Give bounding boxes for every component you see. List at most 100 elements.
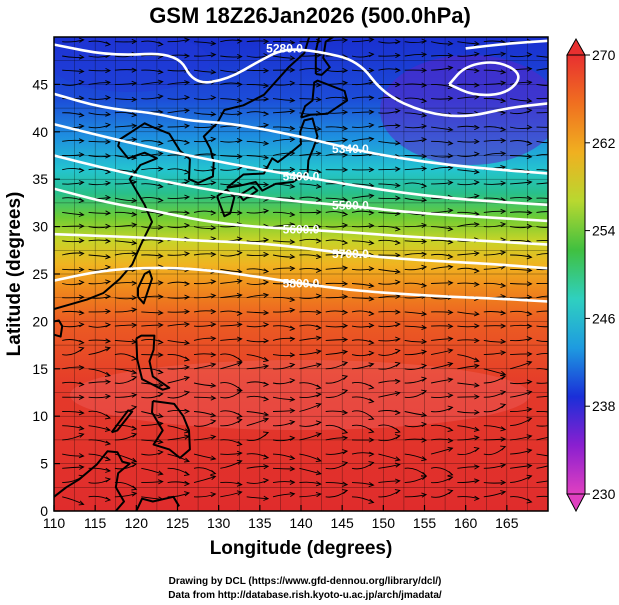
streamline: [536, 382, 548, 384]
colorbar-ticks: 230 238 246 254 262 270: [585, 47, 616, 502]
streamline: [510, 324, 532, 327]
streamline: [536, 182, 548, 185]
streamline-arrowhead: [78, 294, 85, 300]
streamline-arrowhead: [157, 224, 164, 230]
streamline-arrowhead: [500, 110, 507, 116]
streamline-arrowhead: [447, 239, 454, 245]
streamline: [88, 254, 111, 258]
streamline: [88, 239, 111, 242]
streamline-arrowhead: [368, 482, 375, 488]
streamline-arrowhead: [526, 463, 533, 469]
streamline: [88, 140, 111, 143]
streamline-arrowhead: [526, 154, 533, 160]
streamline: [430, 167, 453, 171]
streamline-arrowhead: [474, 250, 480, 257]
streamline-arrowhead: [263, 140, 270, 146]
streamline-arrowhead: [289, 108, 296, 114]
streamline-arrowhead: [500, 323, 507, 329]
streamline: [141, 95, 163, 100]
streamline-arrowhead: [184, 321, 191, 328]
streamline: [220, 280, 242, 284]
streamline-arrowhead: [78, 453, 85, 459]
streamline-arrowhead: [289, 166, 296, 173]
streamline-arrowhead: [447, 323, 454, 329]
streamline-arrowhead: [315, 183, 322, 189]
streamline: [62, 181, 84, 185]
streamline-arrowhead: [315, 293, 322, 299]
streamline: [220, 452, 242, 455]
contour-label: 5500.0: [332, 199, 369, 213]
streamline-arrowhead: [157, 479, 164, 485]
streamline-arrowhead: [421, 492, 428, 498]
streamline: [272, 55, 295, 59]
streamline-arrowhead: [368, 193, 375, 199]
streamline-arrowhead: [342, 265, 349, 271]
streamline-arrowhead: [421, 38, 428, 44]
chart-title: GSM 18Z26Jan2026 (500.0hPa): [149, 3, 471, 28]
streamline-arrowhead: [342, 435, 349, 441]
coastline-sakhalin: [314, 37, 335, 76]
streamline-arrowhead: [421, 197, 428, 203]
streamline-arrowhead: [78, 279, 85, 286]
streamline: [246, 411, 269, 416]
streamline-arrowhead: [342, 481, 349, 487]
streamline: [167, 323, 190, 327]
colorbar-min-arrow: [566, 493, 586, 513]
streamline: [272, 354, 295, 357]
streamline-arrowhead: [315, 491, 322, 498]
streamline: [272, 410, 295, 412]
streamline-arrowhead: [184, 294, 191, 300]
streamline: [220, 323, 242, 327]
streamline-arrowhead: [105, 456, 112, 462]
streamline-arrowhead: [184, 194, 191, 200]
streamline-arrowhead: [104, 426, 112, 432]
y-tick-label: 45: [32, 76, 48, 92]
streamline-arrowhead: [316, 67, 322, 73]
streamline: [167, 81, 190, 85]
streamline-arrowhead: [78, 167, 85, 173]
streamline-arrowhead: [210, 194, 217, 200]
coastline-borneo: [54, 450, 131, 511]
streamline-arrowhead: [342, 240, 349, 246]
streamline-arrowhead: [526, 195, 533, 202]
streamline-arrowhead: [184, 94, 191, 101]
streamline-arrowhead: [105, 264, 112, 270]
x-axis-label: Longitude (degrees): [210, 538, 393, 559]
streamline: [457, 252, 479, 256]
streamline-arrowhead: [526, 351, 533, 357]
streamline-arrowhead: [526, 210, 533, 216]
streamline: [272, 98, 295, 102]
streamline-arrowhead: [421, 456, 428, 462]
colorbar-max-arrow: [566, 37, 586, 56]
streamline-arrowhead: [526, 406, 533, 413]
streamline: [167, 376, 190, 384]
streamline-arrowhead: [210, 475, 217, 481]
streamline-arrowhead: [473, 222, 480, 228]
streamline-arrowhead: [263, 477, 270, 484]
streamline-arrowhead: [553, 139, 558, 143]
streamline-arrowhead: [526, 448, 533, 454]
streamline-arrowhead: [447, 165, 454, 171]
streamline: [272, 168, 295, 171]
streamline-arrowhead: [316, 238, 322, 244]
streamline-arrowhead: [157, 391, 164, 397]
streamline-arrowhead: [78, 54, 85, 60]
streamline-arrowhead: [500, 208, 507, 214]
streamline-arrowhead: [421, 349, 428, 355]
x-tick-label: 125: [166, 515, 190, 531]
streamline: [536, 97, 548, 100]
streamline-arrowhead: [368, 95, 375, 101]
streamline-arrowhead: [78, 197, 85, 203]
streamline-arrowhead: [553, 223, 558, 227]
streamline: [431, 311, 453, 313]
streamline-arrowhead: [157, 183, 164, 189]
streamline-arrowhead: [394, 434, 401, 440]
streamline-arrowhead: [500, 390, 507, 396]
streamline-arrowhead: [263, 154, 270, 160]
streamline-arrowhead: [368, 398, 375, 404]
streamline: [193, 353, 216, 356]
streamline-arrowhead: [289, 419, 296, 426]
streamline: [457, 282, 479, 285]
streamline-arrowhead: [289, 296, 296, 303]
